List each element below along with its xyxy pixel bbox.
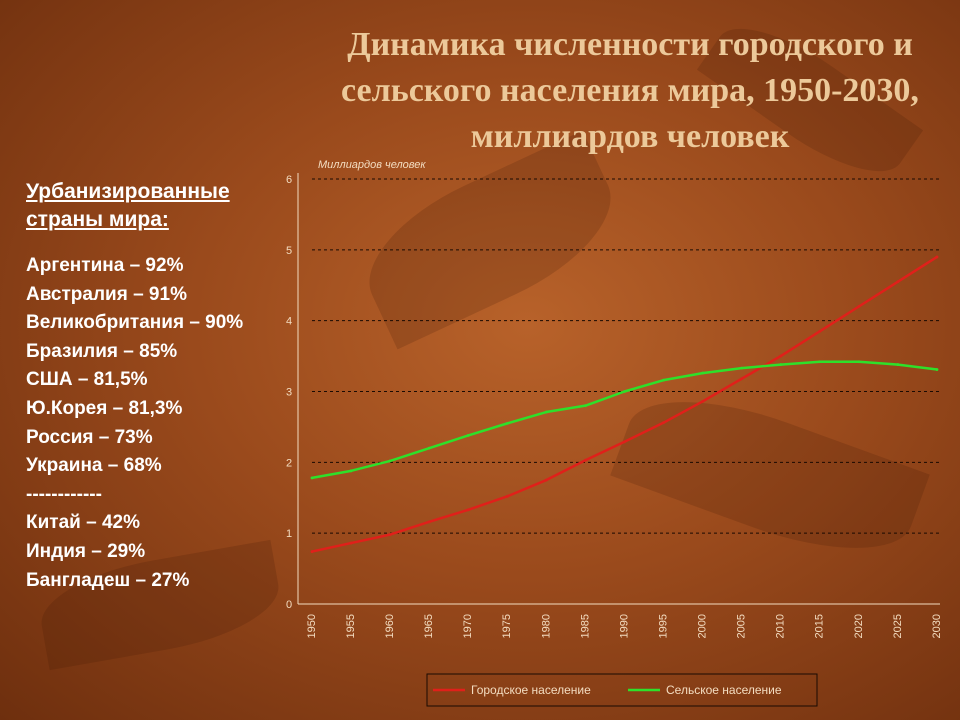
data-point [349,541,353,545]
x-tick-label: 1955 [345,614,357,638]
x-tick-label: 1975 [501,614,513,638]
x-tick-label: 2015 [814,614,826,638]
data-point [662,378,665,382]
slide-title: Динамика численности городского и сельск… [341,26,919,155]
data-point [388,533,392,536]
data-point [505,421,509,425]
data-point [466,434,470,437]
data-point [818,360,822,364]
series-line-rural [311,360,938,480]
data-point [896,280,900,284]
legend-label: Городское население [471,683,591,697]
data-point [310,550,314,553]
data-point [935,255,939,259]
y-tick-label: 6 [286,174,292,186]
data-point [584,458,587,462]
x-tick-label: 2020 [853,614,865,638]
x-tick-label: 1995 [657,614,669,638]
x-tick-label: 1985 [579,614,591,638]
x-tick-label: 2030 [931,614,943,638]
y-tick-label: 2 [286,457,292,469]
list-separator: ------------ [26,483,102,505]
data-point [818,329,822,333]
x-tick-label: 1950 [306,614,318,638]
data-point [466,508,470,512]
data-point [701,400,705,403]
data-point [701,371,705,375]
country-item: Бангладеш – 27% [26,569,190,591]
country-item: Индия – 29% [26,540,146,562]
x-tick-label: 2005 [736,614,748,638]
data-point [349,469,353,473]
data-point [544,478,548,482]
legend-box [426,673,818,707]
country-item: Австралия – 91% [26,283,187,305]
data-point [623,440,626,444]
data-point [779,354,783,358]
country-item: Аргентина – 92% [26,255,184,276]
x-tick-label: 2000 [697,614,709,638]
data-point [740,377,744,381]
x-tick-label: 1980 [540,614,552,638]
data-point [505,494,509,498]
x-tick-label: 1990 [618,614,630,638]
data-point [740,366,744,370]
x-tick-label: 1960 [384,614,396,638]
country-item: Бразилия – 85% [26,340,178,362]
data-point [779,363,783,366]
data-point [623,390,626,393]
y-axis-unit-label: Миллиардов человек [318,159,426,171]
data-point [427,520,431,524]
data-point [857,305,861,308]
country-item: Украина – 68% [26,455,162,477]
country-item: Великобритания – 90% [26,312,244,334]
data-point [896,363,900,366]
y-tick-label: 1 [286,528,292,540]
legend-label: Сельское население [666,683,782,697]
urbanized-countries-panel: Урбанизированные страны мира: Аргентина … [26,178,306,595]
data-point [662,421,665,425]
x-tick-label: 1970 [462,614,474,638]
data-point [584,404,587,408]
y-tick-label: 0 [286,599,292,611]
data-point [544,410,548,414]
y-tick-label: 4 [286,316,292,328]
x-tick-label: 2010 [775,614,787,638]
y-tick-label: 3 [286,387,292,399]
data-point [310,476,314,480]
data-point [427,446,431,450]
country-item: Китай – 42% [26,512,140,534]
country-list: Аргентина – 92% Австралия – 91% Великобрит… [26,252,306,595]
country-item: Ю.Корея – 81,3% [26,397,183,419]
x-tick-label: 1965 [423,614,435,638]
data-point [857,360,861,364]
country-item: Россия – 73% [26,426,153,448]
x-tick-label: 2025 [892,614,904,638]
panel-subtitle: Урбанизированные страны мира: [26,180,230,231]
series-line-urban [311,255,938,553]
data-point [388,459,392,463]
country-item: США – 81,5% [26,369,148,391]
data-point [935,368,939,371]
y-tick-label: 5 [286,245,292,257]
